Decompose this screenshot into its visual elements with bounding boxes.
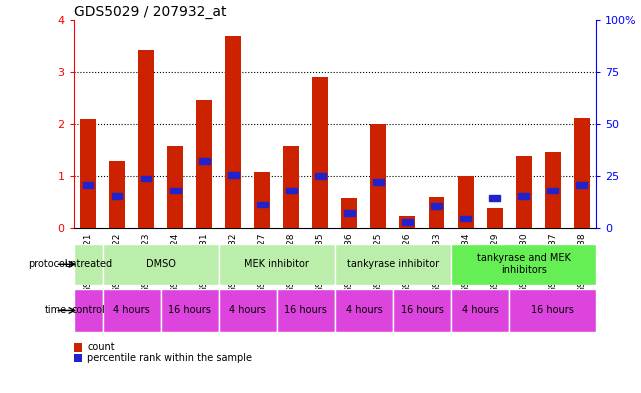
Bar	[219, 289, 277, 332]
Text: control: control	[71, 305, 105, 316]
Text: 4 hours: 4 hours	[462, 305, 499, 316]
Text: 4 hours: 4 hours	[345, 305, 382, 316]
Bar	[257, 202, 267, 208]
Bar	[167, 146, 183, 228]
Bar	[199, 158, 210, 164]
Bar	[545, 152, 561, 228]
Bar	[83, 182, 94, 188]
Bar	[315, 173, 326, 179]
Bar	[228, 172, 238, 178]
Bar	[312, 77, 328, 228]
Bar	[342, 198, 358, 228]
Bar	[109, 161, 125, 228]
Bar	[74, 289, 103, 332]
Bar	[138, 50, 154, 228]
Bar	[103, 289, 161, 332]
Text: 16 hours: 16 hours	[401, 305, 444, 316]
Text: 4 hours: 4 hours	[113, 305, 150, 316]
Bar	[344, 211, 354, 216]
Bar	[519, 193, 529, 198]
Bar	[393, 289, 451, 332]
Text: GDS5029 / 207932_at: GDS5029 / 207932_at	[74, 5, 226, 18]
Bar	[335, 244, 451, 285]
Bar	[451, 289, 509, 332]
Text: tankyrase and MEK
inhibitors: tankyrase and MEK inhibitors	[477, 253, 570, 275]
Bar	[373, 179, 384, 185]
Text: time: time	[45, 305, 67, 316]
Text: 16 hours: 16 hours	[531, 305, 574, 316]
Bar	[335, 289, 393, 332]
Bar	[460, 216, 470, 221]
Bar	[489, 195, 500, 200]
Bar	[574, 118, 590, 228]
Bar	[576, 182, 587, 188]
Text: protocol: protocol	[28, 259, 67, 269]
Text: percentile rank within the sample: percentile rank within the sample	[87, 353, 252, 363]
Bar	[170, 187, 181, 193]
Bar	[103, 244, 219, 285]
Bar	[403, 219, 413, 224]
Text: MEK inhibitor: MEK inhibitor	[244, 259, 310, 269]
Bar	[286, 187, 297, 193]
Text: untreated: untreated	[64, 259, 112, 269]
Text: DMSO: DMSO	[146, 259, 176, 269]
Bar	[399, 217, 415, 228]
Text: 16 hours: 16 hours	[169, 305, 212, 316]
Bar	[141, 176, 151, 181]
Text: 4 hours: 4 hours	[229, 305, 266, 316]
Text: 16 hours: 16 hours	[285, 305, 328, 316]
Text: count: count	[87, 342, 115, 353]
Bar	[196, 100, 212, 228]
Bar	[458, 176, 474, 228]
Bar	[509, 289, 596, 332]
Bar	[283, 146, 299, 228]
Bar	[429, 196, 444, 228]
Bar	[487, 208, 503, 228]
Bar	[547, 187, 558, 193]
Text: tankyrase inhibitor: tankyrase inhibitor	[347, 259, 439, 269]
Bar	[161, 289, 219, 332]
Bar	[451, 244, 596, 285]
Bar	[219, 244, 335, 285]
Bar	[515, 156, 531, 228]
Bar	[431, 203, 442, 209]
Bar	[226, 36, 241, 228]
Bar	[254, 172, 271, 228]
Bar	[74, 244, 103, 285]
Bar	[80, 119, 96, 228]
Bar	[112, 193, 122, 198]
Bar	[277, 289, 335, 332]
Bar	[370, 124, 387, 228]
